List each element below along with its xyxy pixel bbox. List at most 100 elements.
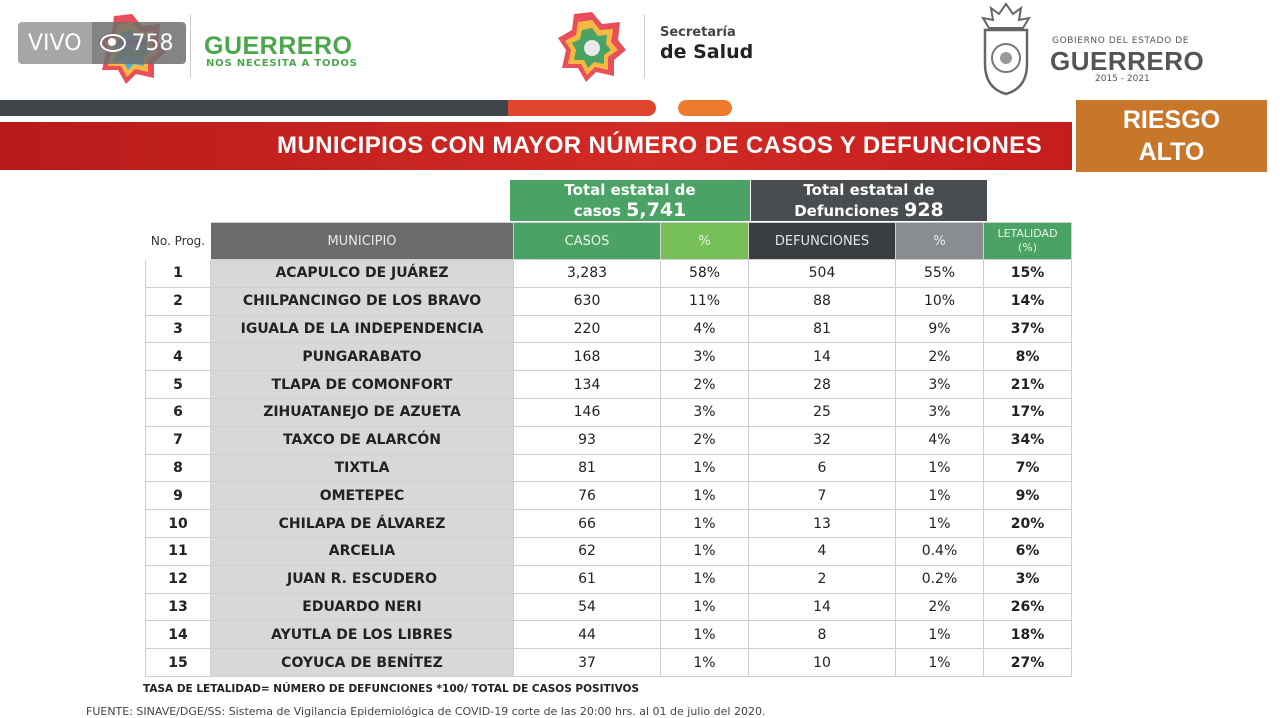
municipio-name: EDUARDO NERI: [210, 592, 514, 622]
municipio-name: JUAN R. ESCUDERO: [210, 564, 514, 594]
municipio-name: OMETEPEC: [210, 481, 514, 511]
deaths-percent: 1%: [895, 648, 984, 677]
live-badge: VIVO 758: [18, 22, 186, 64]
table-row: 9 OMETEPEC 76 1% 7 1% 9%: [145, 481, 1072, 511]
deaths-percent: 2%: [895, 342, 984, 372]
cases-percent: 1%: [660, 620, 749, 650]
lethality-value: 18%: [983, 620, 1072, 650]
deaths-value: 28: [748, 370, 896, 399]
cases-value: 220: [513, 314, 661, 344]
page-title: MUNICIPIOS CON MAYOR NÚMERO DE CASOS Y D…: [277, 132, 1042, 159]
cases-percent: 11%: [660, 286, 749, 316]
deaths-value: 32: [748, 425, 896, 455]
cases-value: 630: [513, 286, 661, 316]
deaths-percent: 10%: [895, 286, 984, 316]
row-number: 4: [145, 342, 211, 372]
secretaria-star-logo: [558, 12, 626, 82]
row-number: 2: [145, 286, 211, 316]
cases-value: 37: [513, 648, 661, 677]
total-cases-value: 5,741: [626, 199, 687, 221]
decor-stripe-red: [508, 100, 656, 116]
row-number: 3: [145, 314, 211, 344]
cases-percent: 1%: [660, 509, 749, 538]
table-row: 12 JUAN R. ESCUDERO 61 1% 2 0.2% 3%: [145, 564, 1072, 594]
deaths-value: 10: [748, 648, 896, 677]
municipio-name: TLAPA DE COMONFORT: [210, 370, 514, 399]
cases-percent: 1%: [660, 536, 749, 566]
cases-value: 76: [513, 481, 661, 511]
lethality-value: 34%: [983, 425, 1072, 455]
header-pct-def: %: [895, 222, 984, 260]
deaths-percent: 2%: [895, 592, 984, 622]
divider: [644, 14, 645, 78]
deaths-percent: 3%: [895, 397, 984, 427]
total-deaths-value: 928: [904, 199, 944, 221]
deaths-percent: 4%: [895, 425, 984, 455]
row-number: 5: [145, 370, 211, 399]
total-deaths-label: Total estatal de: [803, 181, 935, 199]
row-number: 11: [145, 536, 211, 566]
deaths-value: 88: [748, 286, 896, 316]
viewer-count-value: 758: [131, 30, 174, 56]
table-row: 3 IGUALA DE LA INDEPENDENCIA 220 4% 81 9% 37%: [145, 314, 1072, 344]
lethality-value: 20%: [983, 509, 1072, 538]
deaths-percent: 55%: [895, 259, 984, 288]
row-number: 15: [145, 648, 211, 677]
decor-stripe-dark: [0, 100, 510, 116]
risk-line1: RIESGO: [1122, 106, 1221, 134]
cases-percent: 1%: [660, 592, 749, 622]
cases-value: 168: [513, 342, 661, 372]
row-number: 6: [145, 397, 211, 427]
deaths-value: 25: [748, 397, 896, 427]
coat-of-arms-icon: [980, 2, 1032, 96]
source-note: FUENTE: SINAVE/DGE/SS: Sistema de Vigila…: [86, 705, 766, 718]
decor-stripe-orange: [678, 100, 732, 116]
lethality-value: 37%: [983, 314, 1072, 344]
cases-percent: 2%: [660, 370, 749, 399]
table-row: 11 ARCELIA 62 1% 4 0.4% 6%: [145, 536, 1072, 566]
deaths-value: 6: [748, 453, 896, 483]
cases-value: 93: [513, 425, 661, 455]
table-header-row: No. Prog. MUNICIPIO CASOS % DEFUNCIONES …: [145, 222, 1072, 260]
risk-badge: RIESGO ALTO: [1076, 100, 1267, 172]
municipio-name: ZIHUATANEJO DE AZUETA: [210, 397, 514, 427]
header-casos: CASOS: [513, 222, 661, 260]
municipio-name: ARCELIA: [210, 536, 514, 566]
header-no: No. Prog.: [145, 222, 211, 260]
cases-value: 62: [513, 536, 661, 566]
municipio-name: CHILAPA DE ÁLVAREZ: [210, 509, 514, 538]
row-number: 9: [145, 481, 211, 511]
municipio-name: TAXCO DE ALARCÓN: [210, 425, 514, 455]
cases-percent: 3%: [660, 397, 749, 427]
deaths-percent: 1%: [895, 453, 984, 483]
deaths-value: 14: [748, 342, 896, 372]
deaths-percent: 1%: [895, 481, 984, 511]
guerrero-logo-title: GUERRERO: [204, 32, 353, 60]
cases-value: 44: [513, 620, 661, 650]
deaths-value: 13: [748, 509, 896, 538]
cases-percent: 1%: [660, 564, 749, 594]
secretaria-line2: de Salud: [660, 41, 754, 63]
header-pct-casos: %: [660, 222, 749, 260]
deaths-percent: 0.2%: [895, 564, 984, 594]
footnote: TASA DE LETALIDAD= NÚMERO DE DEFUNCIONES…: [143, 683, 640, 695]
deaths-percent: 3%: [895, 370, 984, 399]
cases-value: 54: [513, 592, 661, 622]
cases-value: 66: [513, 509, 661, 538]
municipio-name: PUNGARABATO: [210, 342, 514, 372]
table-row: 2 CHILPANCINGO DE LOS BRAVO 630 11% 88 10% 14%: [145, 286, 1072, 316]
cases-percent: 4%: [660, 314, 749, 344]
header-letalidad-1: LETALIDAD: [997, 227, 1058, 240]
lethality-value: 17%: [983, 397, 1072, 427]
deaths-value: 14: [748, 592, 896, 622]
deaths-percent: 0.4%: [895, 536, 984, 566]
row-number: 12: [145, 564, 211, 594]
row-number: 13: [145, 592, 211, 622]
table-row: 14 AYUTLA DE LOS LIBRES 44 1% 8 1% 18%: [145, 620, 1072, 650]
lethality-value: 7%: [983, 453, 1072, 483]
table-row: 10 CHILAPA DE ÁLVAREZ 66 1% 13 1% 20%: [145, 509, 1072, 538]
total-deaths-box: Total estatal de Defunciones 928: [751, 180, 987, 221]
deaths-value: 4: [748, 536, 896, 566]
cases-percent: 2%: [660, 425, 749, 455]
lethality-value: 14%: [983, 286, 1072, 316]
